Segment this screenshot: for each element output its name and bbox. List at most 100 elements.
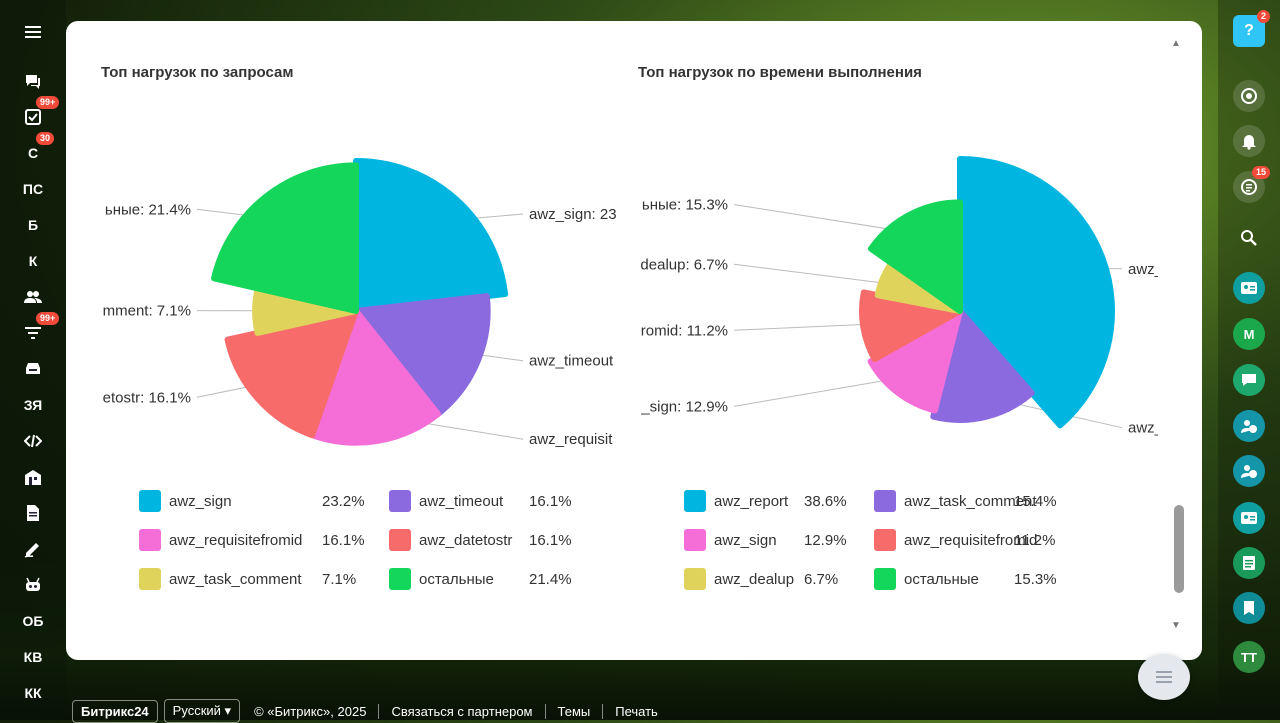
feedback-button[interactable] bbox=[1233, 364, 1265, 396]
filter-icon bbox=[24, 324, 42, 342]
legend-label: awz_report bbox=[714, 493, 788, 510]
task-list-badge: 15 bbox=[1252, 166, 1270, 179]
legend-item[interactable]: awz_requisitefromid 16.1% bbox=[139, 528, 379, 552]
sidebar-item-zya[interactable]: ЗЯ bbox=[0, 390, 66, 420]
legend-label: остальные bbox=[904, 571, 979, 588]
sidebar-item-label: С bbox=[28, 145, 38, 161]
legend-percent: 6.7% bbox=[804, 571, 838, 588]
sidebar-item-company[interactable] bbox=[0, 462, 66, 492]
print-link[interactable]: Печать bbox=[602, 704, 658, 719]
inbox-icon bbox=[24, 360, 42, 378]
sidebar-item-s[interactable]: С 30 bbox=[0, 138, 66, 168]
legend-percent: 21.4% bbox=[529, 571, 572, 588]
callout-label: awz_requisit bbox=[529, 431, 613, 448]
activity-button[interactable] bbox=[1233, 80, 1265, 112]
brand-logo[interactable]: Битрикс24 bbox=[72, 700, 158, 723]
left-sidebar: 99+ С 30 ПС Б К 99+ ЗЯ ОБ КВ КК bbox=[0, 0, 66, 720]
user-initials: ТТ bbox=[1241, 650, 1257, 665]
filter-badge: 99+ bbox=[36, 312, 59, 325]
user-avatar[interactable]: ТТ bbox=[1233, 641, 1265, 673]
bookmarks-button[interactable] bbox=[1233, 592, 1265, 624]
sidebar-item-bots[interactable] bbox=[0, 570, 66, 600]
legend-percent: 12.9% bbox=[804, 532, 847, 549]
scrollbar-thumb[interactable] bbox=[1174, 505, 1184, 593]
legend-swatch bbox=[389, 568, 411, 590]
legend-swatch bbox=[684, 568, 706, 590]
sidebar-item-label: Б bbox=[28, 217, 38, 233]
notifications-button[interactable] bbox=[1233, 125, 1265, 157]
legend-label: awz_requisitefromid bbox=[169, 532, 302, 549]
language-select[interactable]: Русский ▾ bbox=[164, 699, 240, 723]
themes-link[interactable]: Темы bbox=[545, 704, 591, 719]
quick-menu-button[interactable] bbox=[1138, 654, 1190, 700]
contact-card-button-1[interactable] bbox=[1233, 272, 1265, 304]
pie-slice-awz_sign[interactable] bbox=[356, 161, 505, 311]
tasks-badge: 99+ bbox=[36, 96, 59, 109]
notepad-icon bbox=[1240, 554, 1258, 572]
legend-item[interactable]: остальные 21.4% bbox=[389, 567, 629, 591]
callout-label: ьные: 15.3% bbox=[642, 197, 728, 214]
building-icon bbox=[24, 468, 42, 486]
legend-label: остальные bbox=[419, 571, 494, 588]
callout-label: awz_sign: 23 bbox=[529, 206, 617, 223]
task-list-button[interactable]: 15 bbox=[1233, 171, 1265, 203]
partner-link[interactable]: Связаться с партнером bbox=[378, 704, 532, 719]
contact-history-button-2[interactable] bbox=[1233, 455, 1265, 487]
sidebar-item-tasks[interactable]: 99+ bbox=[0, 102, 66, 132]
contact-history-button-1[interactable] bbox=[1233, 410, 1265, 442]
sidebar-item-b[interactable]: Б bbox=[0, 210, 66, 240]
sidebar-item-sign[interactable] bbox=[0, 534, 66, 564]
legend-swatch bbox=[139, 529, 161, 551]
legend-swatch bbox=[139, 490, 161, 512]
sidebar-item-users[interactable] bbox=[0, 282, 66, 312]
sidebar-item-chat[interactable] bbox=[0, 66, 66, 96]
users-icon bbox=[24, 288, 42, 306]
user-clock-icon bbox=[1240, 417, 1258, 435]
chat-icon bbox=[24, 72, 42, 90]
callout-label: etostr: 16.1% bbox=[103, 389, 191, 406]
menu-toggle-button[interactable] bbox=[0, 17, 66, 47]
sidebar-item-ob[interactable]: ОБ bbox=[0, 606, 66, 636]
market-button[interactable]: M bbox=[1233, 318, 1265, 350]
sidebar-item-code[interactable] bbox=[0, 426, 66, 456]
help-button[interactable]: ? 2 bbox=[1233, 15, 1265, 47]
sidebar-item-filter[interactable]: 99+ bbox=[0, 318, 66, 348]
legend-percent: 16.1% bbox=[322, 532, 365, 549]
scroll-up-arrow[interactable]: ▲ bbox=[1171, 38, 1181, 49]
tasks-icon bbox=[24, 108, 42, 126]
search-button[interactable] bbox=[1233, 222, 1265, 254]
sidebar-item-documents[interactable] bbox=[0, 498, 66, 528]
notes-button[interactable] bbox=[1233, 547, 1265, 579]
pen-icon bbox=[24, 540, 42, 558]
target-icon bbox=[1240, 87, 1258, 105]
scroll-down-arrow[interactable]: ▼ bbox=[1171, 620, 1181, 631]
footer: Битрикс24 Русский ▾ © «Битрикс», 2025 Св… bbox=[72, 699, 658, 723]
callout-line bbox=[734, 264, 898, 285]
sidebar-item-label: ЗЯ bbox=[24, 397, 42, 413]
chart-title-exec-time: Топ нагрузок по времени выполнения bbox=[638, 64, 922, 81]
contact-card-button-2[interactable] bbox=[1233, 502, 1265, 534]
sidebar-item-k[interactable]: К bbox=[0, 246, 66, 276]
right-sidebar: ? 2 15 M ТТ bbox=[1218, 0, 1280, 720]
sidebar-item-inbox[interactable] bbox=[0, 354, 66, 384]
id-card-icon bbox=[1240, 279, 1258, 297]
sidebar-item-label: КВ bbox=[24, 649, 43, 665]
sidebar-item-ps[interactable]: ПС bbox=[0, 174, 66, 204]
sidebar-item-kv[interactable]: КВ bbox=[0, 642, 66, 672]
legend-percent: 11.2% bbox=[1014, 532, 1055, 549]
bookmark-icon bbox=[1240, 599, 1258, 617]
callout-label: _sign: 12.9% bbox=[640, 398, 728, 415]
report-card: Топ нагрузок по запросам Топ нагрузок по… bbox=[66, 21, 1202, 660]
pie-slice-остальные[interactable] bbox=[214, 165, 356, 311]
sidebar-item-kk[interactable]: КК bbox=[0, 678, 66, 708]
